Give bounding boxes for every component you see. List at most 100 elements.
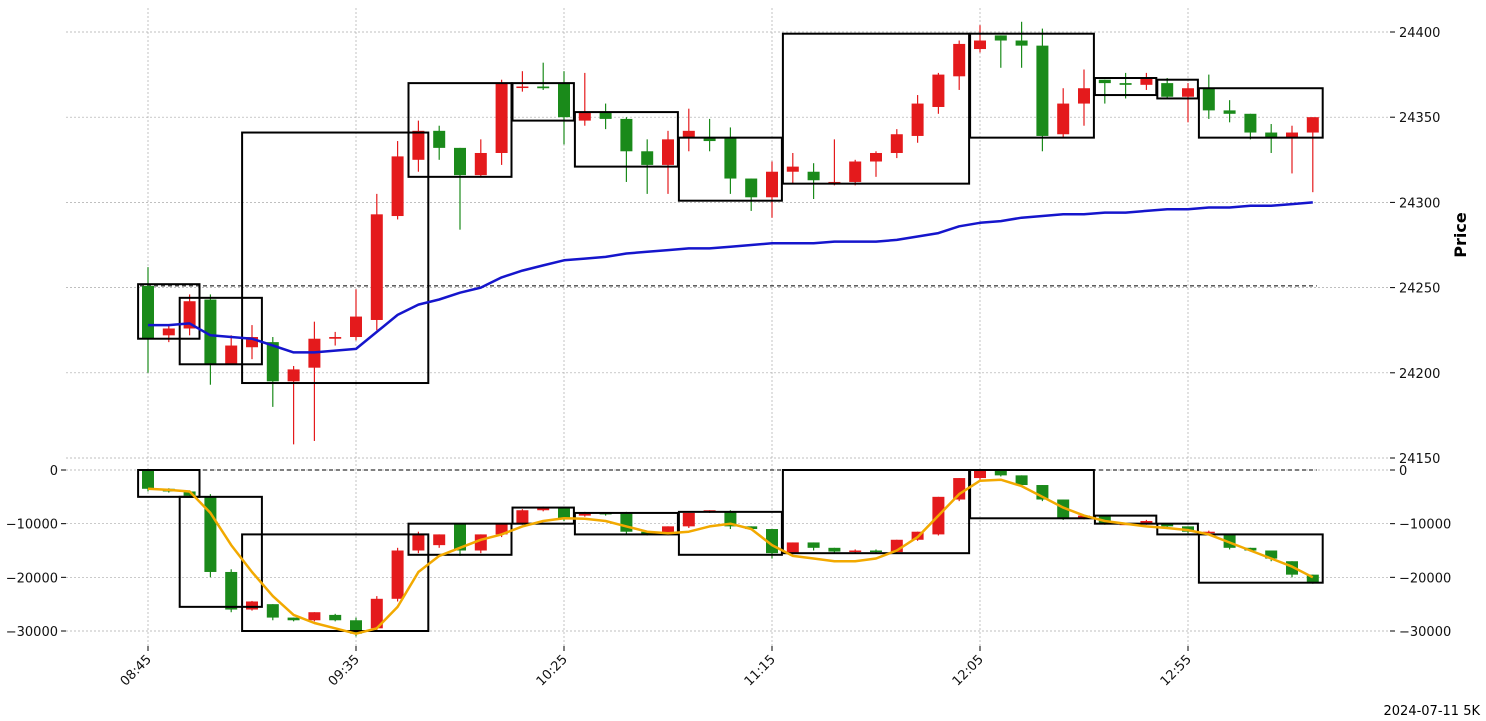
candle-body bbox=[1161, 83, 1174, 97]
candle-body bbox=[391, 156, 404, 217]
candle-body bbox=[745, 526, 758, 530]
candle-body bbox=[370, 214, 383, 320]
candle-body bbox=[1161, 523, 1174, 527]
candle-body bbox=[1098, 515, 1111, 524]
candle-body bbox=[578, 112, 591, 121]
candle-body bbox=[766, 171, 778, 198]
candle-body bbox=[724, 137, 737, 179]
y-tick-label: 24150 bbox=[1399, 452, 1440, 467]
candle-body bbox=[870, 152, 882, 162]
candle-body bbox=[412, 130, 425, 160]
candle-body bbox=[1244, 547, 1257, 551]
y-tick-label-left: −10000 bbox=[6, 518, 58, 533]
candle-body bbox=[142, 285, 154, 339]
range-box bbox=[137, 469, 201, 498]
candle-body bbox=[1140, 78, 1153, 85]
candle-body bbox=[599, 112, 612, 119]
candle-body bbox=[287, 369, 300, 382]
candle-body bbox=[682, 512, 695, 527]
candle-body bbox=[703, 137, 716, 142]
candle-body bbox=[932, 74, 945, 107]
candle-body bbox=[911, 103, 924, 136]
candle-body bbox=[620, 512, 633, 532]
candle-body bbox=[974, 470, 986, 479]
range-box bbox=[407, 522, 513, 556]
candle-body bbox=[412, 534, 425, 551]
y-tick-label: 24300 bbox=[1399, 196, 1440, 211]
candle-body bbox=[537, 86, 550, 89]
candle-body bbox=[641, 531, 654, 535]
candle-body bbox=[162, 328, 175, 336]
range-box bbox=[407, 82, 513, 178]
candle-body bbox=[225, 571, 238, 610]
candle-body bbox=[662, 526, 674, 535]
candle-body bbox=[1182, 88, 1194, 97]
y-tick-label-left: −30000 bbox=[6, 625, 58, 640]
y-tick-label-left: 0 bbox=[50, 464, 58, 479]
candle-body bbox=[558, 83, 570, 118]
candle-body bbox=[246, 601, 258, 610]
candle-body bbox=[807, 171, 820, 181]
candle-body bbox=[433, 534, 446, 546]
candle-body bbox=[1202, 88, 1215, 111]
candle-body bbox=[994, 35, 1007, 41]
y-tick-label: 0 bbox=[1399, 464, 1407, 479]
range-box bbox=[1197, 87, 1324, 139]
range-box bbox=[511, 82, 575, 122]
candle-body bbox=[1015, 475, 1028, 486]
x-tick-label: 11:15 bbox=[742, 652, 779, 689]
candle-body bbox=[1202, 531, 1215, 534]
candle-body bbox=[620, 118, 633, 152]
candle-body bbox=[974, 40, 986, 50]
x-tick-label: 09:35 bbox=[326, 652, 363, 689]
candle-body bbox=[1119, 83, 1132, 85]
candle-body bbox=[786, 166, 799, 172]
range-box bbox=[969, 469, 1095, 520]
candle-body bbox=[350, 316, 362, 338]
candle-body bbox=[266, 342, 279, 382]
candle-body bbox=[890, 134, 903, 153]
candle-body bbox=[454, 147, 466, 176]
candle-body bbox=[1265, 132, 1278, 138]
y-tick-label: 24200 bbox=[1399, 367, 1440, 382]
moving-average-line bbox=[148, 201, 1313, 354]
candle-body bbox=[1140, 520, 1153, 524]
y-tick-label: 24400 bbox=[1399, 26, 1440, 41]
candle-body bbox=[308, 612, 321, 621]
candle-body bbox=[454, 523, 466, 551]
moving-average-line bbox=[147, 478, 1314, 635]
candle-body bbox=[745, 178, 758, 198]
y-tick-label: −30000 bbox=[1399, 625, 1451, 640]
candle-body bbox=[287, 617, 300, 621]
candle-body bbox=[1286, 132, 1298, 138]
candle-body bbox=[953, 478, 966, 500]
x-tick-label: 12:05 bbox=[950, 652, 987, 689]
range-box bbox=[1197, 533, 1324, 584]
candle-body bbox=[641, 151, 654, 165]
candle-body bbox=[724, 511, 737, 527]
candle-body bbox=[1078, 88, 1090, 104]
range-box bbox=[1156, 78, 1199, 100]
candle-body bbox=[516, 86, 529, 89]
candle-body bbox=[329, 337, 342, 339]
candle-body bbox=[1078, 515, 1090, 519]
candle-body bbox=[994, 470, 1007, 476]
candle-body bbox=[786, 542, 799, 554]
y-tick-label-left: −20000 bbox=[6, 571, 58, 586]
candle-body bbox=[662, 139, 674, 165]
candle-body bbox=[807, 542, 820, 548]
candle-body bbox=[578, 512, 591, 516]
range-box bbox=[969, 32, 1095, 139]
candle-body bbox=[1244, 113, 1257, 133]
candle-body bbox=[183, 491, 196, 496]
x-tick-label: 08:45 bbox=[118, 652, 155, 689]
range-box bbox=[241, 533, 430, 633]
y-tick-label: 24350 bbox=[1399, 111, 1440, 126]
candle-body bbox=[370, 598, 383, 629]
candle-body bbox=[516, 510, 529, 524]
candle-body bbox=[183, 301, 196, 329]
candle-body bbox=[495, 83, 508, 153]
candle-body bbox=[1036, 45, 1049, 136]
candle-body bbox=[1057, 103, 1070, 135]
